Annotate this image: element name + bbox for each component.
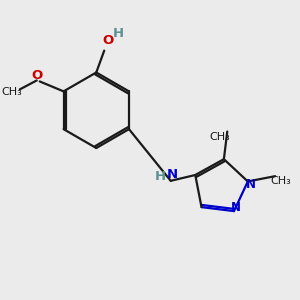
Text: O: O — [103, 34, 114, 47]
Text: O: O — [31, 69, 42, 82]
Text: H: H — [112, 27, 124, 40]
Text: N: N — [246, 178, 256, 191]
Text: N: N — [166, 168, 177, 181]
Text: CH₃: CH₃ — [2, 87, 22, 98]
Text: CH₃: CH₃ — [209, 133, 230, 142]
Text: CH₃: CH₃ — [271, 176, 292, 186]
Text: N: N — [231, 201, 241, 214]
Text: H: H — [154, 170, 166, 183]
